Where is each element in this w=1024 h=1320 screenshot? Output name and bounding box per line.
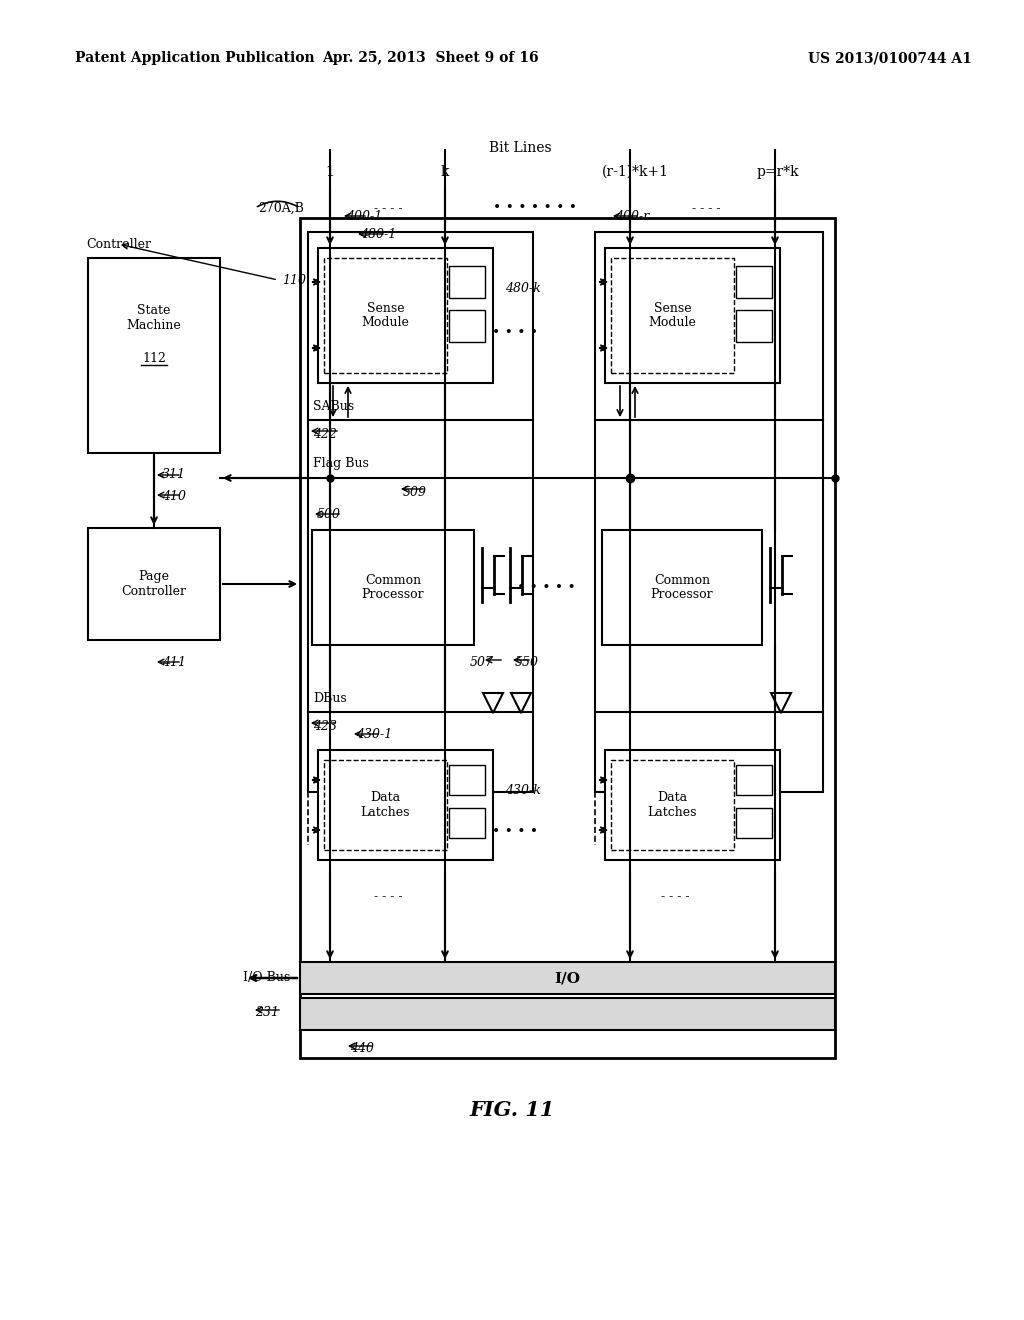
Text: Sense
Module: Sense Module xyxy=(648,301,696,330)
Text: • • • • • • •: • • • • • • • xyxy=(493,201,577,215)
Text: 400-r: 400-r xyxy=(615,210,649,223)
Text: 422: 422 xyxy=(313,428,337,441)
Text: 410: 410 xyxy=(162,491,186,503)
Bar xyxy=(300,998,835,1030)
Text: 550: 550 xyxy=(515,656,539,669)
Bar xyxy=(611,760,734,850)
Text: - - - -: - - - - xyxy=(660,890,689,903)
Text: 231: 231 xyxy=(255,1006,279,1019)
Text: • • • •: • • • • xyxy=(492,326,538,341)
Text: State
Machine: State Machine xyxy=(127,304,181,333)
Text: Flag Bus: Flag Bus xyxy=(313,458,369,470)
Text: 112: 112 xyxy=(142,351,166,364)
Bar xyxy=(318,750,493,861)
Bar xyxy=(736,766,772,795)
Text: 430-1: 430-1 xyxy=(356,727,392,741)
Text: - - - -: - - - - xyxy=(374,202,402,214)
Bar xyxy=(449,808,485,838)
Text: - - - -: - - - - xyxy=(692,202,720,214)
Text: 430-k: 430-k xyxy=(505,784,541,796)
Bar xyxy=(300,218,835,1059)
Text: 440: 440 xyxy=(350,1041,374,1055)
Text: • • • •: • • • • xyxy=(492,825,538,840)
Bar xyxy=(324,760,447,850)
Bar xyxy=(605,750,780,861)
Text: 509: 509 xyxy=(403,486,427,499)
Text: 480-1: 480-1 xyxy=(360,227,396,240)
Bar xyxy=(449,267,485,298)
Text: Controller: Controller xyxy=(86,238,151,251)
Text: 270A,B: 270A,B xyxy=(258,202,304,214)
Bar xyxy=(324,257,447,374)
Text: US 2013/0100744 A1: US 2013/0100744 A1 xyxy=(808,51,972,65)
Text: 1: 1 xyxy=(326,165,335,180)
Bar xyxy=(449,766,485,795)
Bar xyxy=(308,232,534,792)
Text: • • • • •: • • • • • xyxy=(517,581,575,594)
Text: I/O: I/O xyxy=(555,972,581,985)
Text: 411: 411 xyxy=(162,656,186,668)
Text: (r-1)*k+1: (r-1)*k+1 xyxy=(601,165,669,180)
Bar xyxy=(300,962,835,994)
Bar xyxy=(602,531,762,645)
Text: Bit Lines: Bit Lines xyxy=(488,141,551,154)
Text: Data
Latches: Data Latches xyxy=(360,791,411,818)
Text: 110: 110 xyxy=(282,273,306,286)
Bar xyxy=(611,257,734,374)
Bar xyxy=(736,267,772,298)
Text: 480-k: 480-k xyxy=(505,281,541,294)
Text: I/O Bus: I/O Bus xyxy=(243,972,290,985)
Text: Page
Controller: Page Controller xyxy=(122,570,186,598)
Bar xyxy=(449,310,485,342)
Text: SABus: SABus xyxy=(313,400,354,412)
Text: DBus: DBus xyxy=(313,692,347,705)
Text: p=r*k: p=r*k xyxy=(757,165,800,180)
Text: 507: 507 xyxy=(470,656,494,669)
Bar xyxy=(605,248,780,383)
Bar xyxy=(88,257,220,453)
Text: 500: 500 xyxy=(317,507,341,520)
Text: Common
Processor: Common Processor xyxy=(650,573,714,602)
Bar xyxy=(312,531,474,645)
Bar xyxy=(88,528,220,640)
Text: 400-1: 400-1 xyxy=(346,210,382,223)
Text: Sense
Module: Sense Module xyxy=(361,301,410,330)
Bar xyxy=(318,248,493,383)
Bar xyxy=(736,310,772,342)
Text: 423: 423 xyxy=(313,719,337,733)
Bar xyxy=(736,808,772,838)
Text: Common
Processor: Common Processor xyxy=(361,573,424,602)
Text: FIG. 11: FIG. 11 xyxy=(469,1100,555,1119)
Text: 311: 311 xyxy=(162,469,186,482)
Text: Apr. 25, 2013  Sheet 9 of 16: Apr. 25, 2013 Sheet 9 of 16 xyxy=(322,51,539,65)
Text: - - - -: - - - - xyxy=(374,890,402,903)
Text: Patent Application Publication: Patent Application Publication xyxy=(75,51,314,65)
Bar xyxy=(595,232,823,792)
Text: k: k xyxy=(440,165,450,180)
Text: Data
Latches: Data Latches xyxy=(648,791,697,818)
